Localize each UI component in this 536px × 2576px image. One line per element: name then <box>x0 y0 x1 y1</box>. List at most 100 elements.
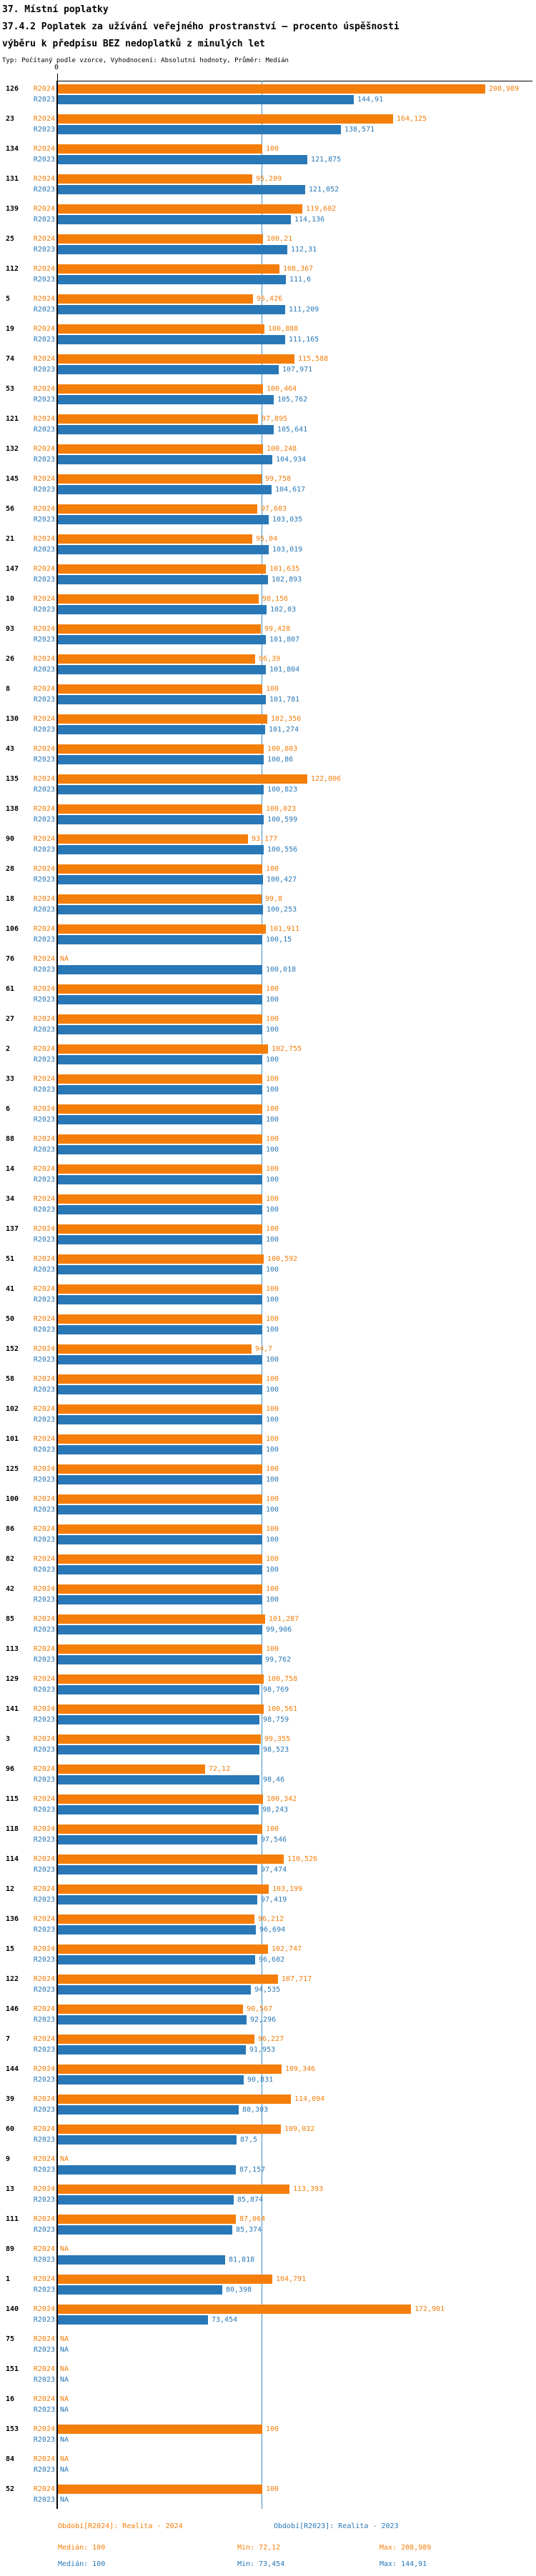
series-label: R2024 <box>33 1105 55 1113</box>
data-bar <box>58 1434 262 1444</box>
bar-group: 130 R2024 102,356 R2023 101,274 <box>0 714 536 744</box>
data-bar <box>58 1644 262 1654</box>
series-label: R2023 <box>33 2046 55 2054</box>
value-label: 100 <box>266 1086 279 1094</box>
bar-group: 34 R2024 100 R2023 100 <box>0 1194 536 1224</box>
group-id-label: 74 <box>6 355 15 363</box>
data-bar <box>58 504 257 514</box>
bar-row-r2023: R2023 138,571 <box>0 125 536 134</box>
bar-row-r2024: R2024 109,346 <box>0 2065 536 2074</box>
bar-row-r2023: R2023 81,818 <box>0 2255 536 2265</box>
data-bar <box>58 84 485 94</box>
legend-median-2024: Medián: 100 <box>58 2544 106 2552</box>
data-bar <box>58 1344 252 1354</box>
data-bar <box>58 324 264 334</box>
data-bar <box>58 515 269 524</box>
bar-row-r2024: R2024 96,227 <box>0 2035 536 2044</box>
group-id-label: 25 <box>6 235 15 243</box>
value-label: 73,454 <box>212 2316 238 2324</box>
series-label: R2023 <box>33 696 55 704</box>
group-id-label: 84 <box>6 2455 15 2463</box>
value-label: 100 <box>266 1075 279 1083</box>
bar-row-r2024: R2024 97,603 <box>0 504 536 514</box>
value-label: 100 <box>266 685 279 693</box>
bar-row-r2024: R2024 95,426 <box>0 294 536 304</box>
bar-row-r2023: R2023 103,035 <box>0 515 536 524</box>
data-bar <box>58 2275 272 2284</box>
bar-row-r2024: R2024 97,895 <box>0 414 536 424</box>
group-id-label: 141 <box>6 1705 19 1713</box>
data-bar <box>58 1925 256 1935</box>
value-label: 122,006 <box>311 775 342 783</box>
value-label: 121,875 <box>311 156 342 164</box>
value-label: 102,893 <box>272 576 302 584</box>
series-label: R2023 <box>33 2286 55 2294</box>
series-label: R2023 <box>33 876 55 884</box>
value-label: 100 <box>266 1525 279 1533</box>
bar-row-r2024: R2024 100 <box>0 1014 536 1024</box>
data-bar <box>58 1494 262 1504</box>
data-bar <box>58 414 258 424</box>
group-id-label: 152 <box>6 1345 19 1353</box>
value-label: 96,212 <box>258 1915 284 1923</box>
data-bar <box>58 2285 222 2295</box>
data-bar <box>58 605 267 614</box>
series-label: R2024 <box>33 2065 55 2073</box>
group-id-label: 106 <box>6 925 19 933</box>
bar-row-r2023: R2023 100 <box>0 1025 536 1034</box>
bar-row-r2023: R2023 100 <box>0 1355 536 1364</box>
value-label: 100,21 <box>267 235 293 243</box>
group-id-label: 53 <box>6 385 15 393</box>
bar-group: 56 R2024 97,603 R2023 103,035 <box>0 504 536 534</box>
bar-row-r2024: R2024 115,588 <box>0 354 536 364</box>
bar-row-r2024: R2024 100 <box>0 1074 536 1084</box>
value-label: 97,603 <box>261 505 287 513</box>
value-label: 91,953 <box>249 2046 276 2054</box>
value-label: 100,888 <box>268 325 299 333</box>
group-id-label: 126 <box>6 85 19 93</box>
bar-row-r2024: R2024 95,209 <box>0 174 536 184</box>
bar-row-r2023: R2023 98,769 <box>0 1685 536 1694</box>
bar-row-r2023: R2023 101,804 <box>0 665 536 674</box>
bar-row-r2023: R2023 107,971 <box>0 365 536 374</box>
series-label: R2023 <box>33 816 55 824</box>
series-label: R2023 <box>33 486 55 494</box>
data-bar <box>58 455 272 464</box>
value-label: 111,6 <box>289 276 312 284</box>
data-bar <box>58 995 262 1004</box>
bar-row-r2024: R2024 100 <box>0 1494 536 1504</box>
bar-row-r2023: R2023 NA <box>0 2375 536 2385</box>
bar-row-r2023: R2023 NA <box>0 2435 536 2445</box>
bar-group: 43 R2024 100,803 R2023 100,86 <box>0 744 536 774</box>
bar-row-r2024: R2024 100 <box>0 1194 536 1204</box>
series-label: R2023 <box>33 516 55 524</box>
value-label: 100 <box>266 1326 279 1334</box>
group-id-label: 151 <box>6 2365 19 2373</box>
bar-row-r2024: R2024 100,464 <box>0 384 536 394</box>
series-label: R2024 <box>33 2185 55 2193</box>
value-label: 99,758 <box>265 475 292 483</box>
bar-row-r2023: R2023 101,274 <box>0 725 536 734</box>
bar-group: 113 R2024 100 R2023 99,762 <box>0 1644 536 1674</box>
value-label: 103,019 <box>272 546 303 554</box>
data-bar <box>58 2095 291 2104</box>
value-label: 102,755 <box>272 1045 302 1053</box>
series-label: R2024 <box>33 145 55 153</box>
value-label: 100 <box>266 1356 279 1364</box>
data-bar <box>58 2045 246 2055</box>
bar-row-r2023: R2023 96,694 <box>0 1925 536 1935</box>
group-id-label: 85 <box>6 1615 15 1623</box>
data-bar <box>58 1164 262 1174</box>
group-id-label: 113 <box>6 1645 19 1653</box>
group-id-label: 153 <box>6 2425 19 2433</box>
bar-group: 111 R2024 87,064 R2023 85,374 <box>0 2215 536 2245</box>
bar-group: 153 R2024 100 R2023 NA <box>0 2425 536 2455</box>
value-label: NA <box>60 2395 69 2403</box>
series-label: R2023 <box>33 1836 55 1844</box>
bar-row-r2024: R2024 99,758 <box>0 474 536 484</box>
bar-row-r2024: R2024 87,064 <box>0 2215 536 2224</box>
bar-row-r2023: R2023 102,03 <box>0 605 536 614</box>
bar-row-r2023: R2023 100 <box>0 1475 536 1484</box>
value-label: 100 <box>266 1386 279 1394</box>
bar-row-r2023: R2023 111,165 <box>0 335 536 344</box>
